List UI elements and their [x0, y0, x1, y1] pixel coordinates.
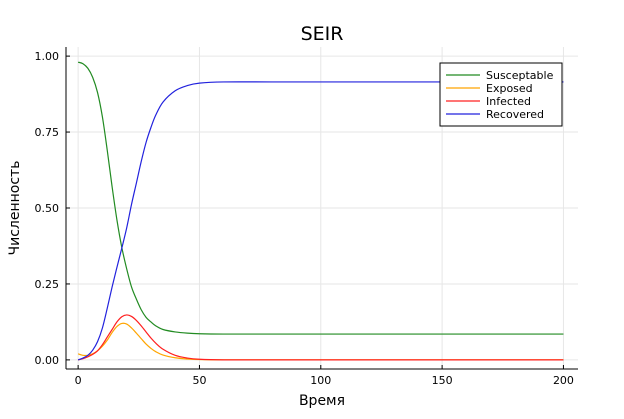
y-tick-label: 0.00 [35, 354, 60, 367]
x-tick-label: 150 [432, 374, 453, 387]
series-lines [77, 61, 564, 361]
y-ticks: 0.00 0.25 0.50 0.75 1.00 [35, 50, 70, 367]
y-tick-label: 0.25 [35, 278, 60, 291]
chart-title: SEIR [301, 23, 344, 45]
legend-label-susceptable: Susceptable [486, 69, 554, 82]
legend-label-recovered: Recovered [486, 108, 544, 121]
x-tick-label: 0 [75, 374, 82, 387]
y-tick-label: 0.75 [35, 126, 60, 139]
y-tick-label: 0.50 [35, 202, 60, 215]
x-axis-label: Время [299, 393, 345, 409]
x-tick-label: 200 [553, 374, 574, 387]
x-tick-label: 100 [310, 374, 331, 387]
y-axis-label: Численность [7, 161, 23, 256]
legend-label-infected: Infected [486, 95, 531, 108]
y-tick-label: 1.00 [35, 50, 60, 63]
series-line-recovered [77, 81, 564, 361]
series-line-infected [77, 314, 564, 361]
legend-label-exposed: Exposed [486, 82, 533, 95]
legend-box [439, 62, 563, 127]
x-ticks: 0 50 100 150 200 [75, 365, 574, 387]
x-tick-label: 50 [192, 374, 206, 387]
series-line-susceptable [77, 61, 564, 335]
